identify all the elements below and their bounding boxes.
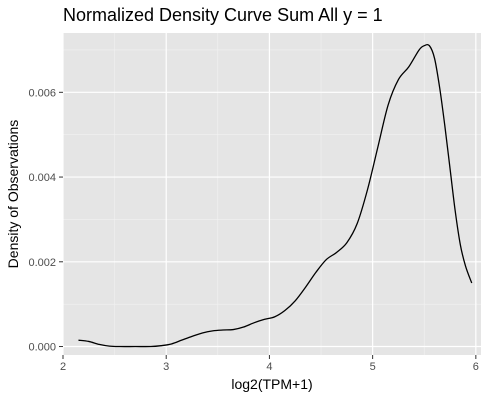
plot-panel <box>63 33 481 355</box>
x-tick-label: 5 <box>370 361 376 373</box>
y-tick-label: 0.006 <box>28 87 56 99</box>
y-tick-label: 0.000 <box>28 342 56 354</box>
x-tick-label: 2 <box>60 361 66 373</box>
density-curve <box>78 43 473 348</box>
y-tick-label: 0.002 <box>28 257 56 269</box>
chart-title: Normalized Density Curve Sum All y = 1 <box>63 5 383 25</box>
y-axis: 0.000 0.002 0.004 0.006 <box>28 87 63 354</box>
y-axis-label: Density of Observations <box>5 120 21 269</box>
x-tick-label: 4 <box>266 361 272 373</box>
x-tick-label: 3 <box>163 361 169 373</box>
x-axis: 2 3 4 5 6 <box>60 355 479 373</box>
x-axis-label: log2(TPM+1) <box>231 376 312 392</box>
gridlines <box>62 33 481 355</box>
y-tick-label: 0.004 <box>28 172 56 184</box>
x-tick-label: 6 <box>473 361 479 373</box>
